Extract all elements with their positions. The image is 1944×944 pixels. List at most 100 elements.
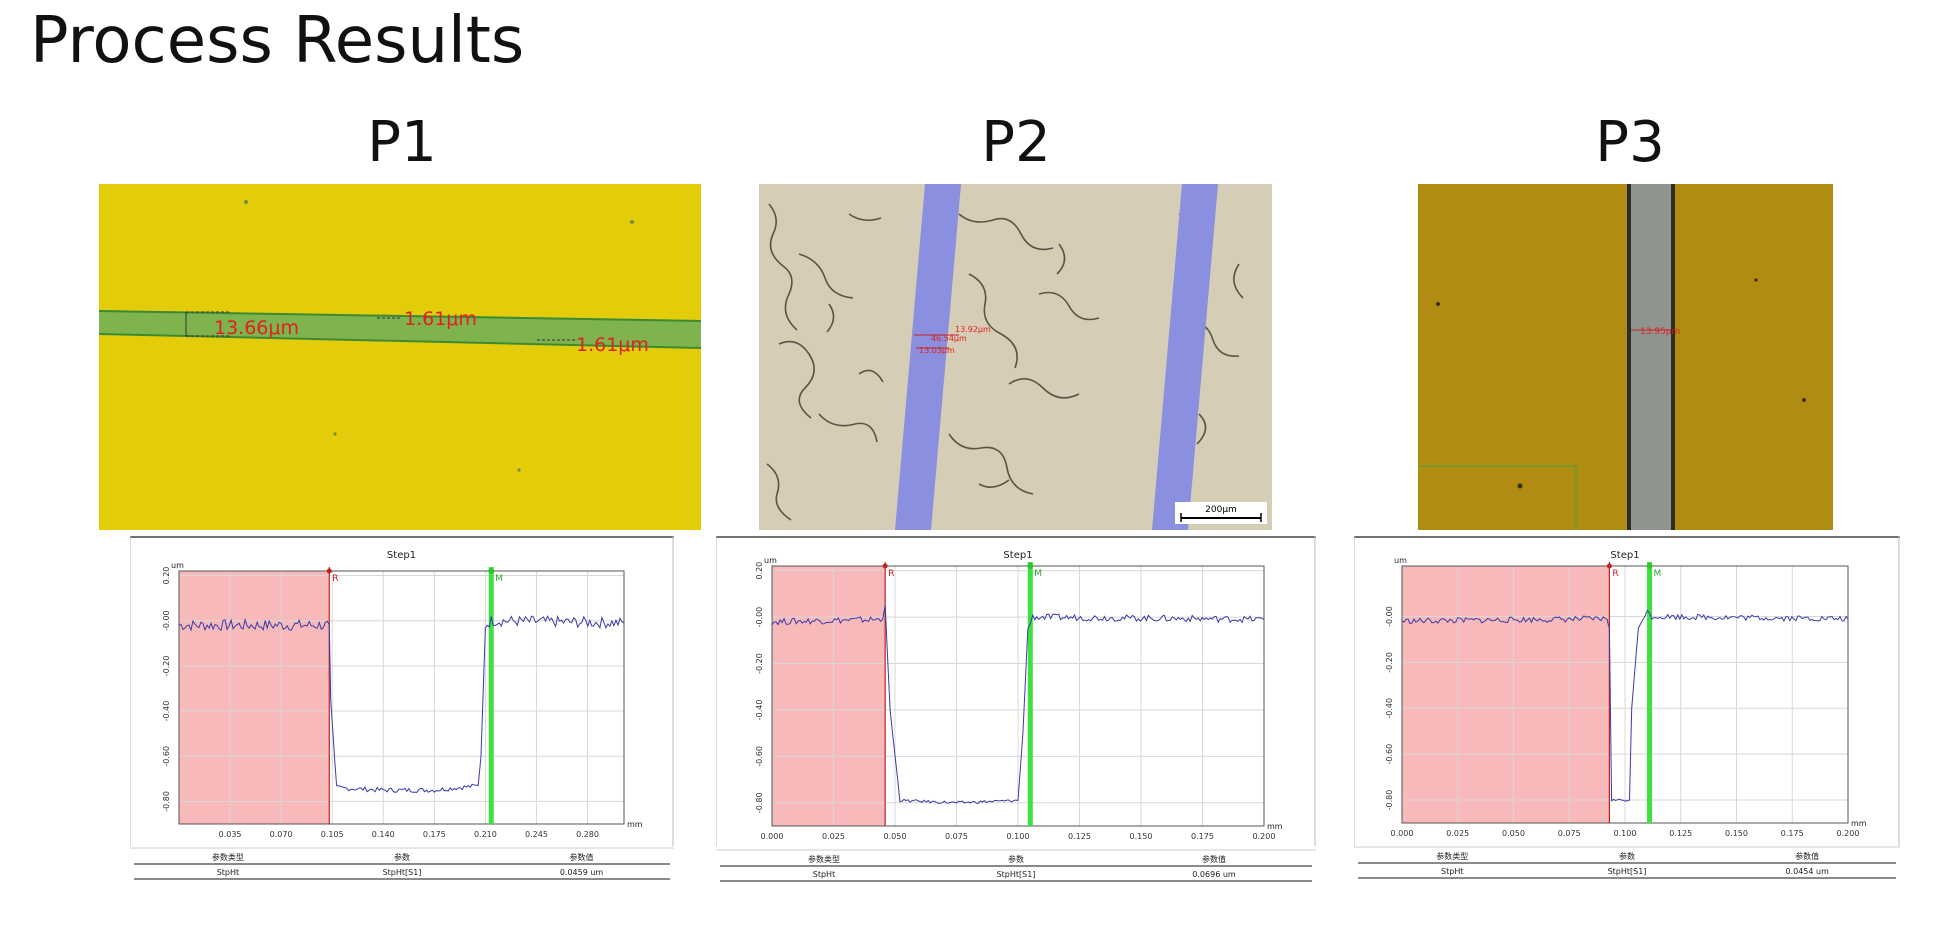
x-tick-label: 0.125 (1669, 829, 1692, 838)
x-tick-label: 0.175 (1191, 832, 1214, 841)
x-tick-label: 0.140 (372, 830, 395, 839)
debris-spot (517, 468, 521, 472)
x-tick-label: 0.025 (1446, 829, 1469, 838)
debris-spot (244, 200, 248, 204)
y-tick-label: 0.20 (162, 567, 171, 585)
table-header: 参数类型 (1436, 851, 1468, 861)
trench-line (1152, 184, 1218, 530)
y-tick-label: -0.60 (162, 746, 171, 767)
y-tick-label: -0.40 (1385, 698, 1394, 719)
micrograph-p3: 13.95μm (1418, 184, 1833, 530)
y-tick-label: -0.80 (1385, 790, 1394, 811)
y-axis-label: um (171, 561, 184, 570)
r-region (772, 566, 886, 826)
y-tick-label: -0.20 (162, 656, 171, 677)
trench-line (895, 184, 961, 530)
measurement-label: 1.61μm (576, 334, 649, 356)
profile-series-line (1401, 609, 1849, 802)
page-title: Process Results (30, 4, 525, 78)
table-header: 参数值 (1202, 854, 1226, 864)
y-tick-label: -0.20 (1385, 652, 1394, 673)
measurement-label: 13.95μm (1640, 327, 1680, 337)
r-marker-dot (882, 563, 888, 569)
y-tick-label: -0.40 (162, 701, 171, 722)
r-region (179, 571, 330, 824)
x-tick-label: 0.150 (1130, 832, 1153, 841)
debris-spot (1802, 398, 1806, 402)
table-cell: 0.0454 um (1785, 867, 1829, 876)
x-tick-label: 0.100 (1007, 832, 1030, 841)
y-tick-label: -0.80 (755, 792, 764, 813)
x-tick-label: 0.245 (525, 830, 548, 839)
x-tick-label: 0.150 (1725, 829, 1748, 838)
table-cell: 0.0696 um (1192, 870, 1236, 879)
y-axis-label: um (764, 556, 777, 565)
y-tick-label: -0.60 (1385, 744, 1394, 765)
r-marker-label: R (332, 574, 338, 584)
table-header: 参数 (1008, 854, 1024, 864)
r-region (1402, 566, 1610, 823)
x-tick-label: 0.050 (884, 832, 907, 841)
x-axis-unit: mm (1267, 822, 1283, 831)
x-tick-label: 0.075 (945, 832, 968, 841)
m-marker-label: M (1654, 569, 1662, 579)
table-cell: StpHt (1441, 867, 1463, 876)
debris-spot (1436, 302, 1440, 306)
measurement-label: 46.54μm (931, 334, 967, 343)
measurement-label: 13.03μm (919, 346, 955, 355)
profile-series-line (771, 605, 1265, 804)
debris-spot (1754, 278, 1758, 282)
y-axis-label: um (1394, 556, 1407, 565)
m-marker-label: M (1034, 569, 1042, 579)
profile-chart-p3-svg: Step1 R Mum -0.00 -0.20 -0.40 -0.60 -0.80 0.000 0… (1353, 536, 1900, 879)
y-tick-label: -0.00 (755, 607, 764, 628)
micrograph-p2-svg: 13.92μm 46.54μm 13.03μm 200μm (759, 184, 1272, 530)
table-header: 参数值 (1795, 851, 1819, 861)
table-header: 参数类型 (212, 852, 244, 862)
x-tick-label: 0.100 (1614, 829, 1637, 838)
plot-area (1401, 565, 1849, 824)
table-header: 参数类型 (808, 854, 840, 864)
plot-area (178, 570, 625, 825)
micrograph-p3-background (1418, 184, 1833, 530)
x-tick-label: 0.200 (1253, 832, 1276, 841)
micrograph-p2: 13.92μm 46.54μm 13.03μm 200μm (759, 184, 1272, 530)
table-cell: StpHt (813, 870, 835, 879)
x-tick-label: 0.200 (1837, 829, 1860, 838)
r-marker-label: R (888, 569, 894, 579)
r-marker-dot (1606, 563, 1612, 569)
x-tick-label: 0.025 (822, 832, 845, 841)
chart-title: Step1 (387, 550, 416, 561)
x-tick-label: 0.070 (270, 830, 293, 839)
y-tick-label: -0.00 (162, 610, 171, 631)
micrograph-p1-svg: 13.66μm 1.61μm 1.61μm (99, 184, 701, 530)
x-axis-unit: mm (627, 820, 643, 829)
table-cell: StpHt (217, 868, 239, 877)
x-tick-label: 0.210 (474, 830, 497, 839)
y-tick-label: -0.60 (755, 746, 764, 767)
debris-spot (630, 220, 634, 224)
chart-title: Step1 (1003, 550, 1032, 561)
plot-area (771, 565, 1265, 827)
table-header: 参数 (394, 852, 410, 862)
table-cell: StpHt[S1] (1608, 867, 1647, 876)
sample-label-p2: P2 (981, 110, 1051, 175)
table-header: 参数值 (570, 852, 594, 862)
chart-title: Step1 (1610, 550, 1639, 561)
sample-label-p3: P3 (1595, 110, 1665, 175)
table-header: 参数 (1619, 851, 1635, 861)
micrograph-p3-svg: 13.95μm (1418, 184, 1833, 530)
sample-label-p1: P1 (367, 110, 437, 175)
trench-edge-bottom (99, 333, 701, 349)
x-tick-label: 0.000 (1391, 829, 1414, 838)
table-cell: StpHt[S1] (383, 868, 422, 877)
x-tick-label: 0.105 (321, 830, 344, 839)
debris-spot (1517, 483, 1523, 489)
debris-spot (333, 432, 337, 436)
y-tick-label: -0.00 (1385, 606, 1394, 627)
